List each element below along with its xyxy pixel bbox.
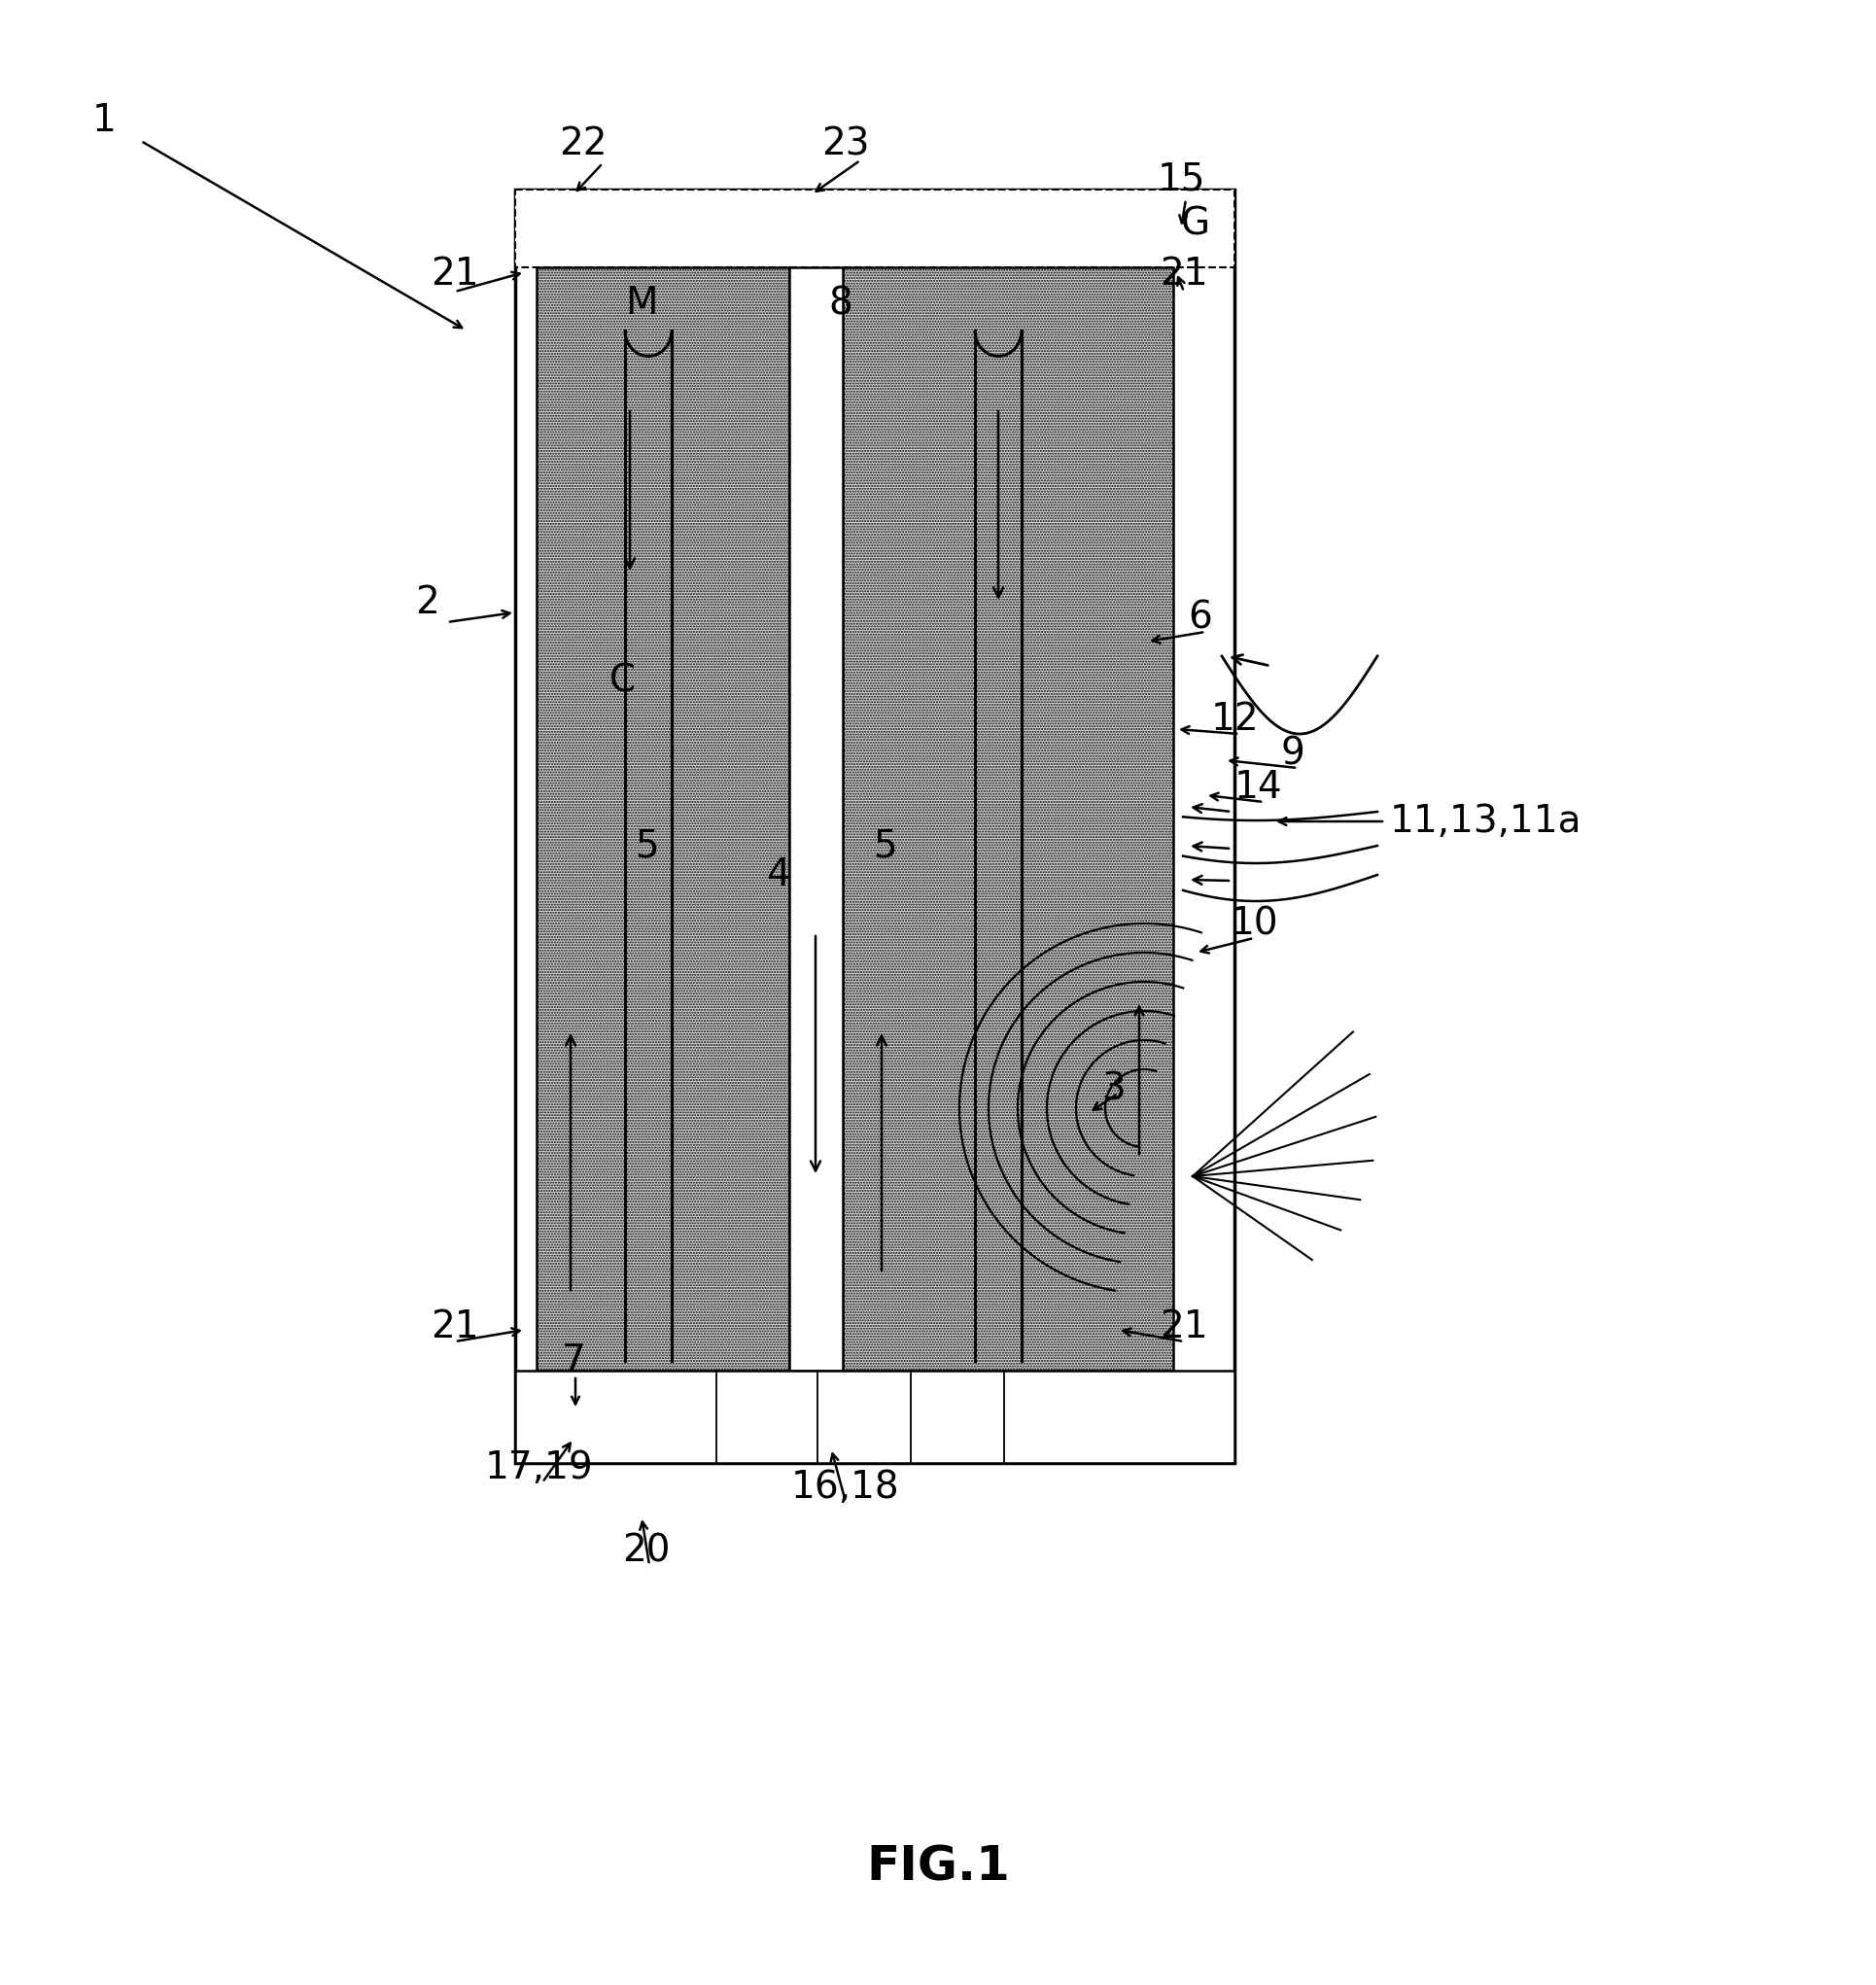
Text: M: M	[625, 284, 658, 322]
Text: 14: 14	[1234, 768, 1283, 806]
Text: 23: 23	[822, 125, 870, 163]
Text: 15: 15	[1157, 161, 1204, 199]
Text: 2: 2	[416, 584, 439, 621]
Text: 5: 5	[872, 828, 897, 863]
Text: G: G	[1182, 204, 1210, 242]
Text: 10: 10	[1231, 905, 1278, 943]
Text: 20: 20	[623, 1532, 670, 1568]
Bar	[516, 189, 1234, 1463]
Bar	[790, 268, 842, 1370]
Text: 6: 6	[1188, 599, 1212, 635]
Text: 16,18: 16,18	[792, 1469, 900, 1507]
Text: 3: 3	[1101, 1070, 1126, 1108]
Text: 5: 5	[634, 828, 658, 863]
Text: 21: 21	[1159, 256, 1208, 292]
Text: 11,13,11a: 11,13,11a	[1390, 804, 1581, 840]
Text: 21: 21	[1159, 1308, 1208, 1346]
Text: 4: 4	[765, 856, 790, 893]
Text: 12: 12	[1210, 701, 1259, 738]
Text: FIG.1: FIG.1	[867, 1844, 1009, 1890]
Text: 21: 21	[431, 1308, 478, 1346]
Text: 8: 8	[829, 284, 854, 322]
Bar	[537, 268, 790, 1370]
Text: 1: 1	[92, 101, 116, 139]
Text: 21: 21	[431, 256, 478, 292]
Text: 7: 7	[561, 1342, 585, 1380]
Text: 17,19: 17,19	[486, 1449, 595, 1487]
Bar	[516, 1370, 1234, 1463]
Text: C: C	[610, 661, 636, 699]
Text: 22: 22	[559, 125, 608, 163]
Bar	[516, 189, 1234, 268]
Text: 9: 9	[1281, 734, 1306, 772]
Bar	[842, 268, 1172, 1370]
